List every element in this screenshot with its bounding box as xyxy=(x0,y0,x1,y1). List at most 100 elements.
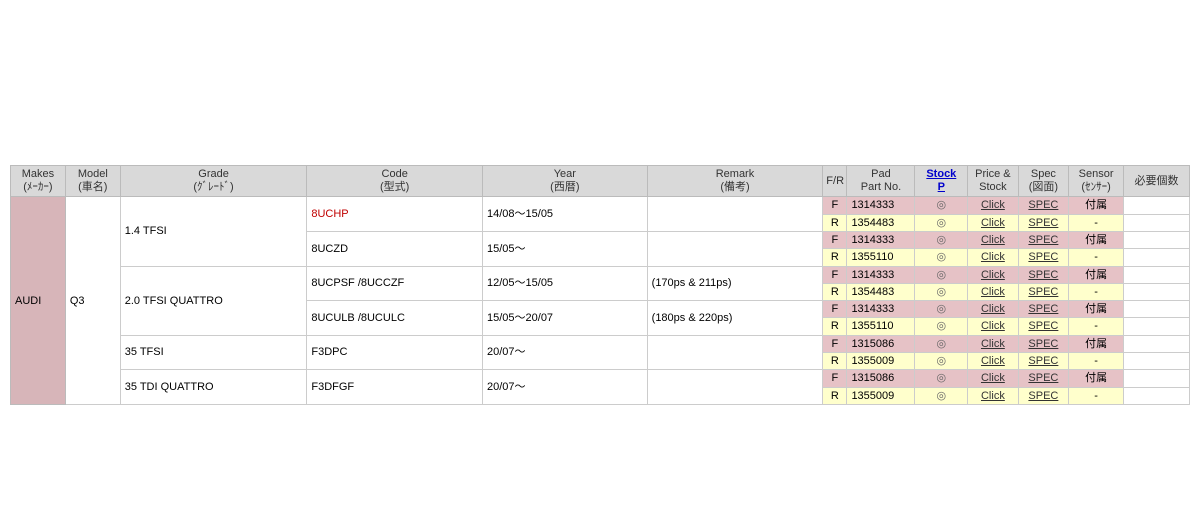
partno-cell: 1314333 xyxy=(847,231,915,248)
spec-link[interactable]: SPEC xyxy=(1018,335,1068,352)
qty-cell xyxy=(1124,249,1190,266)
spec-link[interactable]: SPEC xyxy=(1018,249,1068,266)
year-cell: 15/05～ xyxy=(483,231,648,266)
spec-link[interactable]: SPEC xyxy=(1018,353,1068,370)
model-cell: Q3 xyxy=(65,197,120,405)
remark-cell xyxy=(647,197,823,232)
stock-cell: ◎ xyxy=(915,249,968,266)
hdr-model: Model(車名) xyxy=(65,166,120,197)
qty-cell xyxy=(1124,301,1190,318)
year-cell: 12/05～15/05 xyxy=(483,266,648,301)
code-cell: 8UCPSF /8UCCZF xyxy=(307,266,483,301)
stock-cell: ◎ xyxy=(915,335,968,352)
price-link[interactable]: Click xyxy=(968,214,1018,231)
qty-cell xyxy=(1124,318,1190,335)
spec-link[interactable]: SPEC xyxy=(1018,318,1068,335)
fr-cell: R xyxy=(823,214,847,231)
sensor-cell: 付属 xyxy=(1069,231,1124,248)
stock-cell: ◎ xyxy=(915,197,968,214)
remark-cell: (180ps & 220ps) xyxy=(647,301,823,336)
stock-cell: ◎ xyxy=(915,301,968,318)
fr-cell: R xyxy=(823,387,847,404)
fr-cell: F xyxy=(823,197,847,214)
table-body: AUDIQ31.4 TFSI8UCHP14/08～15/05F1314333◎C… xyxy=(11,197,1190,405)
fr-cell: F xyxy=(823,370,847,387)
sensor-cell: 付属 xyxy=(1069,301,1124,318)
partno-cell: 1315086 xyxy=(847,335,915,352)
remark-cell xyxy=(647,231,823,266)
grade-cell: 1.4 TFSI xyxy=(120,197,307,266)
price-link[interactable]: Click xyxy=(968,249,1018,266)
year-cell: 20/07～ xyxy=(483,370,648,405)
sensor-cell: - xyxy=(1069,387,1124,404)
code-cell: 8UCULB /8UCULC xyxy=(307,301,483,336)
spec-link[interactable]: SPEC xyxy=(1018,370,1068,387)
spec-link[interactable]: SPEC xyxy=(1018,231,1068,248)
sensor-cell: 付属 xyxy=(1069,335,1124,352)
price-link[interactable]: Click xyxy=(968,353,1018,370)
table-row: 2.0 TFSI QUATTRO8UCPSF /8UCCZF12/05～15/0… xyxy=(11,266,1190,283)
fr-cell: F xyxy=(823,335,847,352)
partno-cell: 1314333 xyxy=(847,266,915,283)
hdr-remark: Remark(備考) xyxy=(647,166,823,197)
year-cell: 14/08～15/05 xyxy=(483,197,648,232)
sensor-cell: - xyxy=(1069,353,1124,370)
price-link[interactable]: Click xyxy=(968,387,1018,404)
partno-cell: 1314333 xyxy=(847,197,915,214)
spec-link[interactable]: SPEC xyxy=(1018,283,1068,300)
price-link[interactable]: Click xyxy=(968,335,1018,352)
remark-cell: (170ps & 211ps) xyxy=(647,266,823,301)
stock-cell: ◎ xyxy=(915,370,968,387)
spec-link[interactable]: SPEC xyxy=(1018,214,1068,231)
table-header: Makes(ﾒｰｶｰ) Model(車名) Grade(ｸﾞﾚｰﾄﾞ) Code… xyxy=(11,166,1190,197)
stock-cell: ◎ xyxy=(915,231,968,248)
fr-cell: R xyxy=(823,283,847,300)
partno-cell: 1315086 xyxy=(847,370,915,387)
stock-cell: ◎ xyxy=(915,318,968,335)
stockp-link[interactable]: StockP xyxy=(926,168,956,193)
hdr-partno: PadPart No. xyxy=(847,166,915,197)
spec-link[interactable]: SPEC xyxy=(1018,266,1068,283)
hdr-stockp[interactable]: StockP xyxy=(915,166,968,197)
hdr-makes: Makes(ﾒｰｶｰ) xyxy=(11,166,66,197)
hdr-fr: F/R xyxy=(823,166,847,197)
grade-cell: 35 TDI QUATTRO xyxy=(120,370,307,405)
price-link[interactable]: Click xyxy=(968,266,1018,283)
sensor-cell: 付属 xyxy=(1069,266,1124,283)
sensor-cell: - xyxy=(1069,318,1124,335)
code-cell: 8UCZD xyxy=(307,231,483,266)
price-link[interactable]: Click xyxy=(968,283,1018,300)
qty-cell xyxy=(1124,353,1190,370)
qty-cell xyxy=(1124,214,1190,231)
qty-cell xyxy=(1124,231,1190,248)
grade-cell: 2.0 TFSI QUATTRO xyxy=(120,266,307,335)
fr-cell: R xyxy=(823,318,847,335)
price-link[interactable]: Click xyxy=(968,318,1018,335)
qty-cell xyxy=(1124,197,1190,214)
sensor-cell: - xyxy=(1069,283,1124,300)
price-link[interactable]: Click xyxy=(968,370,1018,387)
spec-link[interactable]: SPEC xyxy=(1018,387,1068,404)
qty-cell xyxy=(1124,387,1190,404)
makes-cell: AUDI xyxy=(11,197,66,405)
year-cell: 20/07～ xyxy=(483,335,648,370)
partno-cell: 1355009 xyxy=(847,353,915,370)
hdr-qty: 必要個数 xyxy=(1124,166,1190,197)
table-row: AUDIQ31.4 TFSI8UCHP14/08～15/05F1314333◎C… xyxy=(11,197,1190,214)
qty-cell xyxy=(1124,370,1190,387)
spec-link[interactable]: SPEC xyxy=(1018,301,1068,318)
price-link[interactable]: Click xyxy=(968,231,1018,248)
stock-cell: ◎ xyxy=(915,353,968,370)
partno-cell: 1314333 xyxy=(847,301,915,318)
price-link[interactable]: Click xyxy=(968,301,1018,318)
sensor-cell: - xyxy=(1069,249,1124,266)
price-link[interactable]: Click xyxy=(968,197,1018,214)
spec-link[interactable]: SPEC xyxy=(1018,197,1068,214)
qty-cell xyxy=(1124,283,1190,300)
fr-cell: F xyxy=(823,266,847,283)
partno-cell: 1355110 xyxy=(847,318,915,335)
fr-cell: R xyxy=(823,249,847,266)
partno-cell: 1355009 xyxy=(847,387,915,404)
fr-cell: R xyxy=(823,353,847,370)
sensor-cell: - xyxy=(1069,214,1124,231)
